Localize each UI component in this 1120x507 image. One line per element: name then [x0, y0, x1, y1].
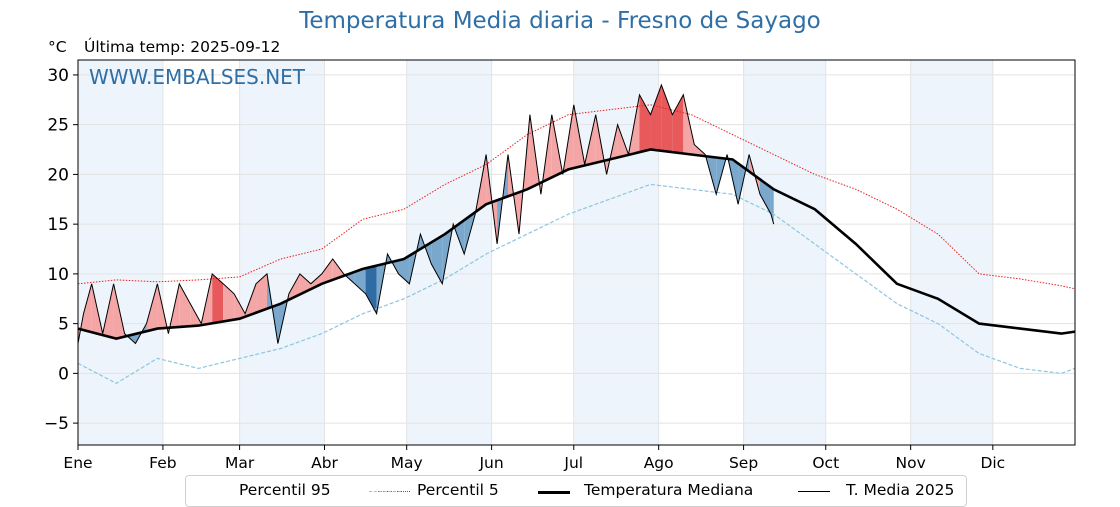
month-band — [910, 60, 993, 445]
above-median-fill — [321, 258, 333, 284]
x-tick-label: Ago — [644, 454, 674, 472]
x-tick-label: Feb — [149, 454, 176, 472]
month-band — [78, 60, 163, 445]
above-median-fill — [223, 283, 235, 322]
y-tick-label: 10 — [47, 265, 69, 285]
y-tick-label: 15 — [47, 215, 69, 235]
above-median-fill — [310, 273, 322, 290]
x-tick-label: Jul — [563, 454, 583, 472]
above-median-fill — [212, 273, 224, 324]
above-median-fill — [234, 293, 246, 320]
legend-swatch-p5 — [369, 491, 401, 492]
below-median-fill — [354, 268, 366, 294]
above-median-fill — [672, 94, 684, 154]
month-bands — [78, 60, 993, 445]
temperature-chart: WWW.EMBALSES.NET −5 0 5 10 15 20 25 30 Ene Feb Ma… — [44, 59, 1076, 472]
y-tick-label: −5 — [44, 414, 69, 434]
above-median-fill — [683, 94, 695, 155]
y-tick-label: 25 — [47, 116, 69, 136]
above-median-fill — [179, 283, 191, 328]
chart-title: Temperatura Media diaria - Fresno de Say… — [299, 8, 821, 34]
above-median-fill — [83, 283, 92, 333]
last-temp-label: Última temp: 2025-09-12 — [84, 38, 281, 56]
x-tick-label: Nov — [896, 454, 926, 472]
above-median-fill — [256, 273, 267, 313]
legend-label-p5: Percentil 5 — [417, 481, 499, 499]
legend-swatch-year — [798, 491, 830, 492]
above-median-fill — [146, 283, 158, 332]
above-median-fill — [639, 94, 651, 153]
legend-swatch-median — [538, 491, 570, 494]
x-tick-label: May — [391, 454, 423, 472]
below-median-fill — [431, 235, 443, 284]
y-axis: −5 0 5 10 15 20 25 30 — [44, 66, 78, 434]
above-median-fill — [650, 84, 662, 151]
y-tick-label: 5 — [58, 315, 69, 335]
legend-label-median: Temperatura Mediana — [584, 481, 754, 499]
x-tick-label: Ene — [63, 454, 92, 472]
x-axis: Ene Feb Mar Abr May Jun Jul Ago Sep Oct Nov Dic — [63, 445, 1005, 472]
y-tick-label: 30 — [47, 66, 69, 86]
series-lines — [77, 83, 1076, 384]
month-band — [239, 60, 325, 445]
below-median-fill — [398, 255, 410, 284]
plot-frame — [77, 59, 1076, 446]
x-tick-label: Sep — [729, 454, 758, 472]
legend-label-year: T. Media 2025 — [846, 481, 955, 499]
month-band — [743, 60, 826, 445]
y-tick-label: 20 — [47, 165, 69, 185]
watermark: WWW.EMBALSES.NET — [89, 65, 306, 89]
x-tick-label: Mar — [225, 454, 255, 472]
legend-label-p95: Percentil 95 — [239, 481, 331, 499]
y-unit-label: °C — [48, 38, 67, 56]
above-median-fill — [661, 84, 673, 153]
p5-line — [77, 183, 1076, 384]
x-tick-label: Abr — [311, 454, 338, 472]
below-median-fill — [365, 265, 377, 314]
p95-line — [77, 104, 1076, 290]
below-median-fill — [760, 179, 771, 215]
x-tick-label: Dic — [980, 454, 1005, 472]
y-tick-label: 0 — [58, 364, 69, 384]
x-tick-label: Jun — [478, 454, 503, 472]
median-line — [77, 148, 1076, 340]
legend: Percentil 95 Percentil 5 Temperatura Med… — [185, 475, 967, 507]
below-median-fill — [409, 234, 421, 284]
x-tick-label: Oct — [812, 454, 839, 472]
year-2025-line — [77, 83, 775, 345]
month-band — [406, 60, 492, 445]
above-median-fill — [332, 258, 344, 280]
above-median-fill — [288, 273, 300, 300]
